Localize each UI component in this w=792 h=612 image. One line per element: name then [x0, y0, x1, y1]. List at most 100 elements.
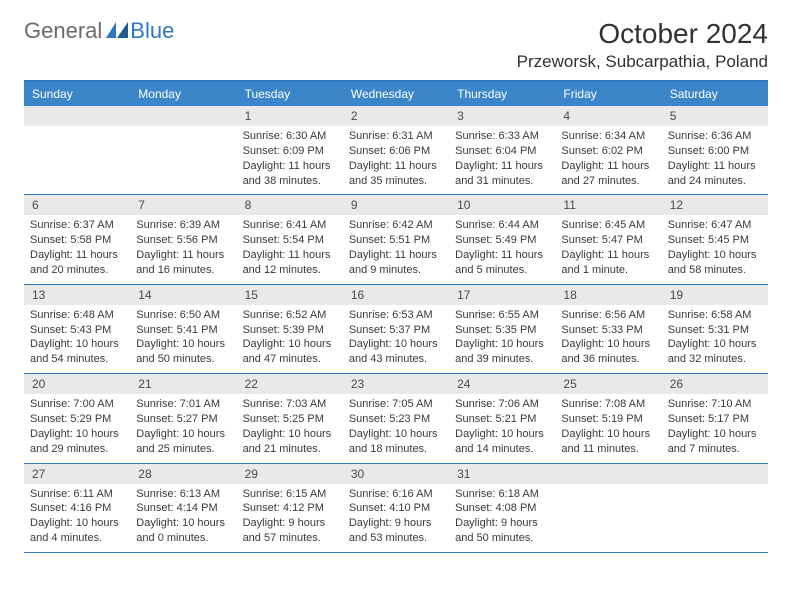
sunrise-line: Sunrise: 6:52 AM	[243, 308, 337, 323]
day-number: 19	[662, 285, 768, 305]
sunset-line: Sunset: 6:02 PM	[561, 144, 655, 159]
sunset-line: Sunset: 5:33 PM	[561, 323, 655, 338]
daylight-line: Daylight: 10 hours and 58 minutes.	[668, 248, 762, 278]
day-header: Sunday	[24, 82, 130, 106]
sunrise-line: Sunrise: 7:05 AM	[349, 397, 443, 412]
sunrise-line: Sunrise: 6:47 AM	[668, 218, 762, 233]
day-number: 4	[555, 106, 661, 126]
day-cell	[130, 106, 236, 194]
day-number: 5	[662, 106, 768, 126]
daylight-line: Daylight: 9 hours and 57 minutes.	[243, 516, 337, 546]
sunrise-line: Sunrise: 6:11 AM	[30, 487, 124, 502]
day-body	[24, 126, 130, 135]
sunset-line: Sunset: 6:06 PM	[349, 144, 443, 159]
day-body: Sunrise: 6:31 AMSunset: 6:06 PMDaylight:…	[343, 126, 449, 194]
daylight-line: Daylight: 11 hours and 5 minutes.	[455, 248, 549, 278]
week-row: 27Sunrise: 6:11 AMSunset: 4:16 PMDayligh…	[24, 464, 768, 553]
sunrise-line: Sunrise: 7:01 AM	[136, 397, 230, 412]
daylight-line: Daylight: 10 hours and 11 minutes.	[561, 427, 655, 457]
day-number	[555, 464, 661, 484]
day-body: Sunrise: 6:56 AMSunset: 5:33 PMDaylight:…	[555, 305, 661, 373]
day-number	[662, 464, 768, 484]
daylight-line: Daylight: 11 hours and 27 minutes.	[561, 159, 655, 189]
day-body: Sunrise: 6:11 AMSunset: 4:16 PMDaylight:…	[24, 484, 130, 552]
daylight-line: Daylight: 10 hours and 18 minutes.	[349, 427, 443, 457]
sunrise-line: Sunrise: 6:30 AM	[243, 129, 337, 144]
day-cell: 11Sunrise: 6:45 AMSunset: 5:47 PMDayligh…	[555, 195, 661, 283]
day-cell: 3Sunrise: 6:33 AMSunset: 6:04 PMDaylight…	[449, 106, 555, 194]
day-body: Sunrise: 6:33 AMSunset: 6:04 PMDaylight:…	[449, 126, 555, 194]
daylight-line: Daylight: 10 hours and 14 minutes.	[455, 427, 549, 457]
daylight-line: Daylight: 10 hours and 50 minutes.	[136, 337, 230, 367]
day-body: Sunrise: 6:52 AMSunset: 5:39 PMDaylight:…	[237, 305, 343, 373]
day-number: 8	[237, 195, 343, 215]
day-cell: 20Sunrise: 7:00 AMSunset: 5:29 PMDayligh…	[24, 374, 130, 462]
sunset-line: Sunset: 5:43 PM	[30, 323, 124, 338]
day-cell: 4Sunrise: 6:34 AMSunset: 6:02 PMDaylight…	[555, 106, 661, 194]
sunrise-line: Sunrise: 6:39 AM	[136, 218, 230, 233]
day-cell: 12Sunrise: 6:47 AMSunset: 5:45 PMDayligh…	[662, 195, 768, 283]
daylight-line: Daylight: 10 hours and 47 minutes.	[243, 337, 337, 367]
day-body: Sunrise: 6:39 AMSunset: 5:56 PMDaylight:…	[130, 215, 236, 283]
day-number: 26	[662, 374, 768, 394]
day-number: 31	[449, 464, 555, 484]
day-number: 12	[662, 195, 768, 215]
day-body: Sunrise: 6:41 AMSunset: 5:54 PMDaylight:…	[237, 215, 343, 283]
day-number: 16	[343, 285, 449, 305]
sunset-line: Sunset: 5:27 PM	[136, 412, 230, 427]
day-header: Tuesday	[237, 82, 343, 106]
day-cell: 9Sunrise: 6:42 AMSunset: 5:51 PMDaylight…	[343, 195, 449, 283]
day-number: 3	[449, 106, 555, 126]
daylight-line: Daylight: 10 hours and 25 minutes.	[136, 427, 230, 457]
daylight-line: Daylight: 11 hours and 20 minutes.	[30, 248, 124, 278]
day-cell: 22Sunrise: 7:03 AMSunset: 5:25 PMDayligh…	[237, 374, 343, 462]
sunrise-line: Sunrise: 6:42 AM	[349, 218, 443, 233]
sunset-line: Sunset: 4:10 PM	[349, 501, 443, 516]
daylight-line: Daylight: 10 hours and 43 minutes.	[349, 337, 443, 367]
day-body: Sunrise: 7:03 AMSunset: 5:25 PMDaylight:…	[237, 394, 343, 462]
day-body: Sunrise: 6:36 AMSunset: 6:00 PMDaylight:…	[662, 126, 768, 194]
sunset-line: Sunset: 5:56 PM	[136, 233, 230, 248]
day-number: 9	[343, 195, 449, 215]
sunset-line: Sunset: 5:47 PM	[561, 233, 655, 248]
day-number: 22	[237, 374, 343, 394]
day-body: Sunrise: 6:30 AMSunset: 6:09 PMDaylight:…	[237, 126, 343, 194]
sunset-line: Sunset: 5:31 PM	[668, 323, 762, 338]
day-body: Sunrise: 7:05 AMSunset: 5:23 PMDaylight:…	[343, 394, 449, 462]
sunrise-line: Sunrise: 6:45 AM	[561, 218, 655, 233]
daylight-line: Daylight: 10 hours and 4 minutes.	[30, 516, 124, 546]
day-header: Saturday	[662, 82, 768, 106]
day-number: 7	[130, 195, 236, 215]
daylight-line: Daylight: 11 hours and 35 minutes.	[349, 159, 443, 189]
day-cell: 14Sunrise: 6:50 AMSunset: 5:41 PMDayligh…	[130, 285, 236, 373]
daylight-line: Daylight: 10 hours and 54 minutes.	[30, 337, 124, 367]
sunset-line: Sunset: 5:39 PM	[243, 323, 337, 338]
day-cell: 30Sunrise: 6:16 AMSunset: 4:10 PMDayligh…	[343, 464, 449, 552]
day-cell: 27Sunrise: 6:11 AMSunset: 4:16 PMDayligh…	[24, 464, 130, 552]
sunrise-line: Sunrise: 6:31 AM	[349, 129, 443, 144]
day-body: Sunrise: 6:42 AMSunset: 5:51 PMDaylight:…	[343, 215, 449, 283]
day-number: 11	[555, 195, 661, 215]
sunset-line: Sunset: 5:51 PM	[349, 233, 443, 248]
sunrise-line: Sunrise: 6:33 AM	[455, 129, 549, 144]
sunset-line: Sunset: 5:25 PM	[243, 412, 337, 427]
day-number: 29	[237, 464, 343, 484]
daylight-line: Daylight: 11 hours and 16 minutes.	[136, 248, 230, 278]
day-number	[24, 106, 130, 126]
weeks-container: 1Sunrise: 6:30 AMSunset: 6:09 PMDaylight…	[24, 106, 768, 553]
sunset-line: Sunset: 5:35 PM	[455, 323, 549, 338]
day-cell: 24Sunrise: 7:06 AMSunset: 5:21 PMDayligh…	[449, 374, 555, 462]
week-row: 1Sunrise: 6:30 AMSunset: 6:09 PMDaylight…	[24, 106, 768, 195]
day-body: Sunrise: 6:13 AMSunset: 4:14 PMDaylight:…	[130, 484, 236, 552]
day-number: 25	[555, 374, 661, 394]
day-cell: 6Sunrise: 6:37 AMSunset: 5:58 PMDaylight…	[24, 195, 130, 283]
day-body: Sunrise: 6:53 AMSunset: 5:37 PMDaylight:…	[343, 305, 449, 373]
day-cell	[24, 106, 130, 194]
day-body: Sunrise: 6:50 AMSunset: 5:41 PMDaylight:…	[130, 305, 236, 373]
sunset-line: Sunset: 5:58 PM	[30, 233, 124, 248]
week-row: 20Sunrise: 7:00 AMSunset: 5:29 PMDayligh…	[24, 374, 768, 463]
day-body: Sunrise: 7:08 AMSunset: 5:19 PMDaylight:…	[555, 394, 661, 462]
day-cell	[555, 464, 661, 552]
day-number: 28	[130, 464, 236, 484]
day-body: Sunrise: 7:06 AMSunset: 5:21 PMDaylight:…	[449, 394, 555, 462]
